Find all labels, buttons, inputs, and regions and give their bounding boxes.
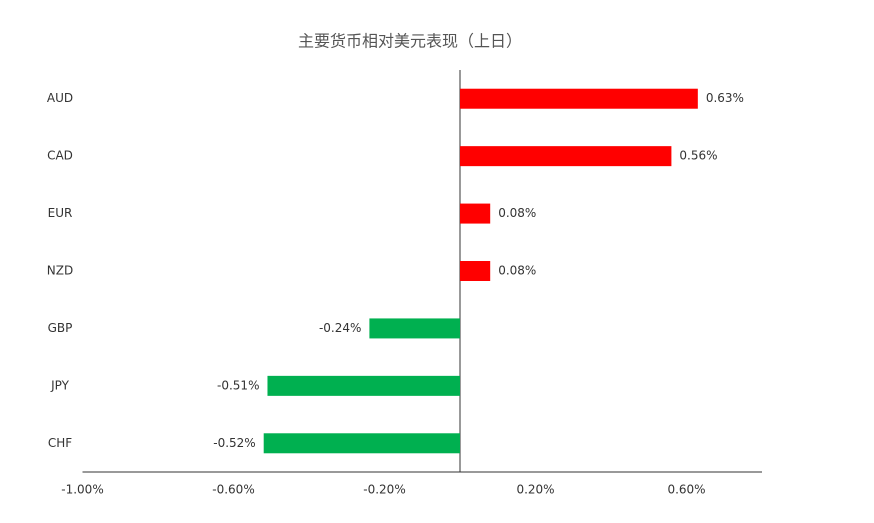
value-label: 0.56%	[679, 149, 717, 163]
y-tick-label: GBP	[48, 321, 73, 335]
value-label: 0.08%	[498, 264, 536, 278]
y-tick-label: CAD	[47, 149, 73, 163]
value-label: -0.51%	[217, 378, 259, 392]
x-tick-label: -1.00%	[61, 483, 103, 497]
x-tick-label: 0.20%	[516, 483, 554, 497]
bar	[460, 261, 491, 281]
bar	[460, 88, 698, 109]
x-tick-label: -0.60%	[212, 483, 254, 497]
bar	[460, 146, 672, 167]
y-tick-label: AUD	[47, 91, 73, 105]
bar	[267, 375, 460, 396]
bar	[263, 433, 460, 454]
y-tick-label: NZD	[47, 264, 73, 278]
value-label: 0.08%	[498, 206, 536, 220]
bar	[460, 203, 491, 224]
value-label: -0.24%	[319, 321, 361, 335]
y-tick-label: JPY	[50, 378, 70, 392]
bar	[369, 318, 460, 339]
y-tick-label: CHF	[48, 436, 72, 450]
value-label: 0.63%	[706, 91, 744, 105]
x-tick-label: 0.60%	[667, 483, 705, 497]
value-label: -0.52%	[213, 436, 255, 450]
x-tick-label: -0.20%	[363, 483, 405, 497]
chart-title: 主要货币相对美元表现（上日）	[298, 32, 522, 51]
y-tick-label: EUR	[48, 206, 73, 220]
